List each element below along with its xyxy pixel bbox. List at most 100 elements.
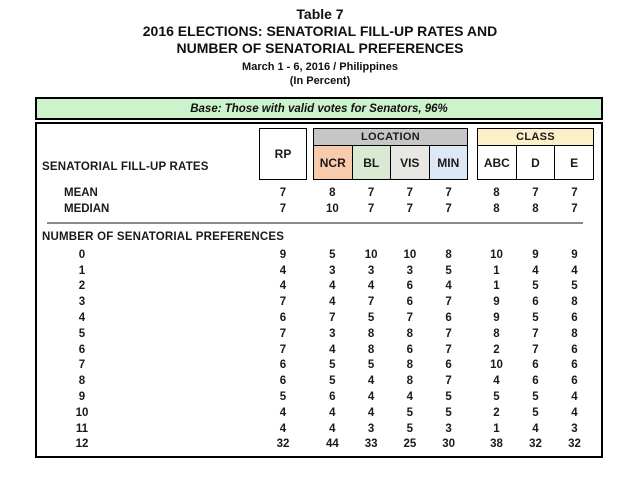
row-label-text: 7 <box>78 359 86 372</box>
cell-abc: 4 <box>493 375 500 388</box>
cell-ncr: 5 <box>329 375 336 388</box>
row-label: 2 <box>37 280 259 292</box>
cell-min: 7 <box>445 327 452 340</box>
cell-d: 7 <box>532 343 539 356</box>
row-label-text: 9 <box>78 391 86 404</box>
cell-min: 4 <box>445 280 452 293</box>
table-row-pref-12: 12 32 44 33 25 30 38 32 32 <box>37 437 601 453</box>
row-label-text: 6 <box>78 343 86 356</box>
cell-ncr: 4 <box>329 406 336 419</box>
cell-min: 6 <box>445 312 452 325</box>
section1-header: SENATORIAL FILL-UP RATES <box>42 161 209 173</box>
row-label-text: 4 <box>78 312 86 325</box>
cell-bl: 7 <box>367 203 375 215</box>
cell-abc: 8 <box>493 187 500 199</box>
cell-d: 5 <box>532 406 539 419</box>
cell-d: 6 <box>532 359 539 372</box>
cell-rp: 7 <box>279 327 287 340</box>
row-label: 0 <box>37 249 259 261</box>
cell-d: 5 <box>532 312 539 325</box>
column-header-abc: ABC <box>477 146 517 180</box>
table-row-pref-8: 8 6 5 4 8 7 4 6 6 <box>37 373 601 389</box>
cell-abc: 38 <box>490 438 503 451</box>
cell-d: 32 <box>529 438 542 451</box>
column-header-e: E <box>555 146 595 180</box>
cell-e: 9 <box>571 248 578 261</box>
cell-ncr: 8 <box>329 187 336 199</box>
row-label-text: 1 <box>78 264 86 277</box>
cell-min: 7 <box>445 203 452 215</box>
cell-e: 7 <box>571 203 578 215</box>
cell-bl: 5 <box>367 312 375 325</box>
table-row-pref-7: 7 6 5 5 8 6 10 6 6 <box>37 358 601 374</box>
cell-e: 6 <box>571 343 578 356</box>
cell-abc: 1 <box>493 422 500 435</box>
column-header-ncr: NCR <box>313 146 353 180</box>
cell-vis: 8 <box>406 359 414 372</box>
cell-rp: 4 <box>279 406 287 419</box>
cell-ncr: 4 <box>329 343 336 356</box>
title-block: Table 7 2016 ELECTIONS: SENATORIAL FILL-… <box>0 6 640 88</box>
cell-e: 6 <box>571 359 578 372</box>
table-row-mean: MEAN 7 8 7 7 7 8 7 7 <box>37 185 601 201</box>
row-label-mean: MEAN <box>64 187 98 199</box>
cell-rp: 6 <box>279 312 287 325</box>
cell-min: 5 <box>445 264 452 277</box>
cell-min: 3 <box>445 422 452 435</box>
cell-vis: 6 <box>406 280 414 293</box>
section-divider <box>47 222 583 224</box>
cell-rp: 4 <box>279 264 287 277</box>
location-columns: NCR BL VIS MIN <box>313 146 468 180</box>
table-row-pref-5: 5 7 3 8 8 7 8 7 8 <box>37 326 601 342</box>
cell-rp: 5 <box>279 391 287 404</box>
row-label-text: 0 <box>78 248 86 261</box>
cell-bl: 7 <box>367 187 375 199</box>
cell-vis: 8 <box>406 327 414 340</box>
cell-d: 7 <box>532 187 539 199</box>
row-label: 12 <box>37 438 259 450</box>
cell-d: 4 <box>532 264 539 277</box>
table-row-pref-1: 1 4 3 3 3 5 1 4 4 <box>37 263 601 279</box>
cell-bl: 8 <box>367 327 375 340</box>
cell-e: 32 <box>568 438 581 451</box>
cell-bl: 4 <box>367 391 375 404</box>
page-title-line1: 2016 ELECTIONS: SENATORIAL FILL-UP RATES… <box>142 23 498 39</box>
cell-abc: 8 <box>493 203 500 215</box>
class-group-header: CLASS <box>477 128 594 146</box>
cell-min: 7 <box>445 296 452 309</box>
column-header-vis: VIS <box>391 146 430 180</box>
table-row-pref-4: 4 6 7 5 7 6 9 5 6 <box>37 310 601 326</box>
cell-abc: 8 <box>493 327 500 340</box>
cell-abc: 9 <box>493 296 500 309</box>
row-label: 4 <box>37 312 259 324</box>
cell-abc: 2 <box>493 343 500 356</box>
cell-bl: 4 <box>367 280 375 293</box>
cell-bl: 4 <box>367 406 375 419</box>
cell-min: 7 <box>445 343 452 356</box>
cell-e: 6 <box>571 312 578 325</box>
section2-header: NUMBER OF SENATORIAL PREFERENCES <box>42 231 285 243</box>
cell-min: 7 <box>445 187 452 199</box>
row-label: 3 <box>37 296 259 308</box>
cell-d: 9 <box>532 248 539 261</box>
cell-e: 8 <box>571 327 578 340</box>
cell-abc: 10 <box>490 359 503 372</box>
cell-d: 6 <box>532 375 539 388</box>
cell-vis: 7 <box>406 312 414 325</box>
page-title-line2: NUMBER OF SENATORIAL PREFERENCES <box>176 40 464 56</box>
cell-e: 4 <box>571 264 578 277</box>
row-label-text: 3 <box>78 296 86 309</box>
cell-d: 8 <box>532 203 539 215</box>
cell-abc: 1 <box>493 280 500 293</box>
column-header-min: MIN <box>429 146 468 180</box>
table-row-pref-9: 9 5 6 4 4 5 5 5 4 <box>37 389 601 405</box>
cell-rp: 4 <box>279 422 287 435</box>
cell-ncr: 4 <box>329 280 336 293</box>
cell-ncr: 3 <box>329 327 336 340</box>
table-row-pref-11: 11 4 4 3 5 3 1 4 3 <box>37 421 601 437</box>
cell-rp: 7 <box>279 187 287 199</box>
table-row-pref-3: 3 7 4 7 6 7 9 6 8 <box>37 294 601 310</box>
cell-bl: 8 <box>367 343 375 356</box>
cell-ncr: 3 <box>329 264 336 277</box>
cell-d: 4 <box>532 422 539 435</box>
